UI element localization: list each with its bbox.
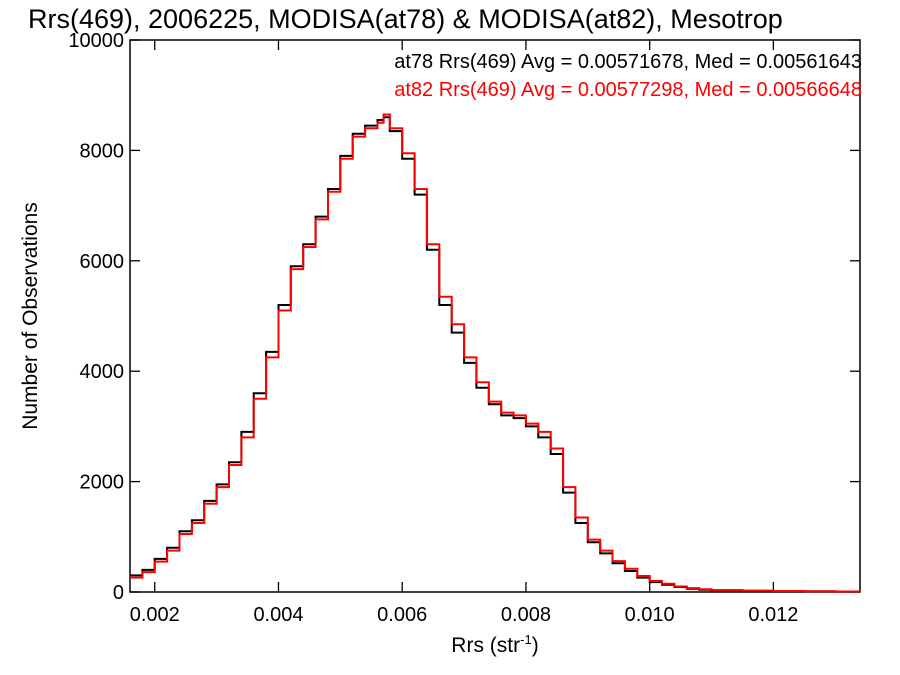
x-tick-label: 0.010 (625, 604, 675, 626)
x-axis-label-close: ) (532, 634, 539, 657)
y-tick-label: 2000 (80, 472, 125, 494)
plot-frame (129, 39, 861, 593)
chart-title: Rrs(469), 2006225, MODISA(at78) & MODISA… (28, 4, 783, 34)
x-axis-label-main: Rrs (str (451, 634, 520, 657)
axis-ticks: 0.002 0.004 0.006 0.008 0.010 0.012 0 2000 4000 6… (68, 30, 860, 626)
annotation-at78: at78 Rrs(469) Avg = 0.00571678, Med = 0.… (394, 51, 862, 73)
series-line-at78 (130, 116, 861, 593)
y-tick-label: 6000 (80, 251, 125, 273)
x-tick-label: 0.002 (130, 604, 180, 626)
x-axis-label-superscript: -1 (520, 632, 532, 647)
y-axis-label: Number of Observations (19, 202, 42, 430)
x-tick-label: 0.012 (748, 604, 798, 626)
annotation-at82: at82 Rrs(469) Avg = 0.00577298, Med = 0.… (394, 79, 862, 101)
x-tick-label: 0.004 (253, 604, 303, 626)
series-lines (130, 113, 861, 593)
x-tick-label: 0.008 (501, 604, 551, 626)
series-line-at82 (130, 113, 861, 593)
x-axis-label: Rrs (str-1) (451, 632, 538, 657)
y-tick-label: 8000 (80, 140, 125, 162)
x-tick-label: 0.006 (377, 604, 427, 626)
y-tick-label: 10000 (68, 30, 124, 52)
y-tick-label: 0 (113, 582, 124, 604)
y-tick-label: 4000 (80, 361, 125, 383)
